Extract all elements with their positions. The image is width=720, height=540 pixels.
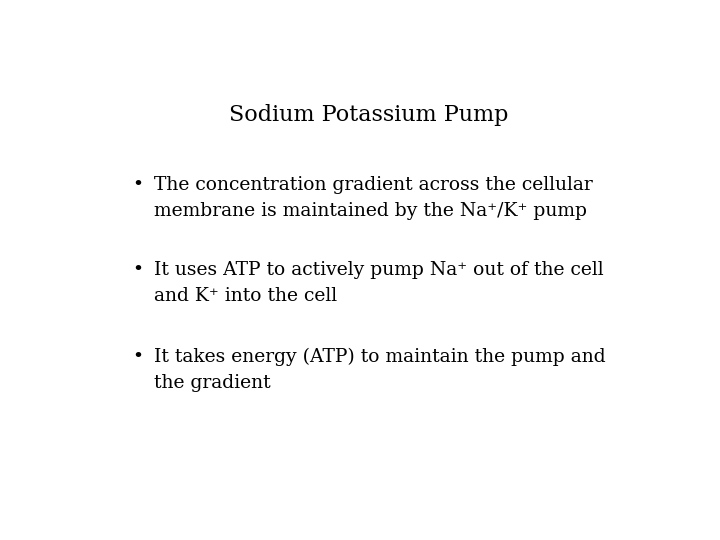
Text: It uses ATP to actively pump Na⁺ out of the cell: It uses ATP to actively pump Na⁺ out of … xyxy=(154,261,604,279)
Text: The concentration gradient across the cellular: The concentration gradient across the ce… xyxy=(154,176,593,193)
Text: membrane is maintained by the Na⁺/K⁺ pump: membrane is maintained by the Na⁺/K⁺ pum… xyxy=(154,202,588,220)
Text: the gradient: the gradient xyxy=(154,374,271,392)
Text: It takes energy (ATP) to maintain the pump and: It takes energy (ATP) to maintain the pu… xyxy=(154,348,606,366)
Text: and K⁺ into the cell: and K⁺ into the cell xyxy=(154,287,337,305)
Text: •: • xyxy=(132,348,143,366)
Text: •: • xyxy=(132,261,143,279)
Text: •: • xyxy=(132,176,143,193)
Text: Sodium Potassium Pump: Sodium Potassium Pump xyxy=(229,104,509,126)
